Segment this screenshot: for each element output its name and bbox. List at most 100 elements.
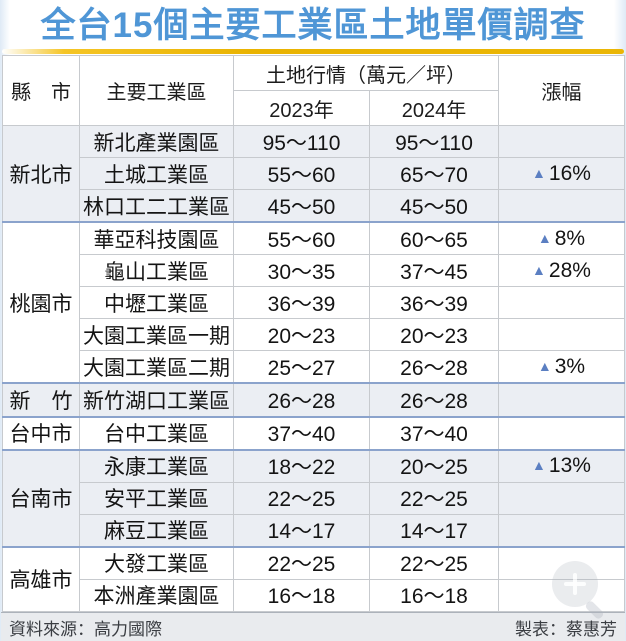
price-2023-cell: 45～50 (233, 189, 370, 223)
credit-label: 製表：蔡惠芳 (515, 619, 617, 639)
header-2024: 2024年 (369, 90, 499, 126)
table-row: 新 竹新竹湖口工業區 26～28 26～28 (2, 382, 625, 418)
table-row: 大園工業區二期 25～27 26～28 ▲ 3% (3, 350, 625, 384)
table-row: 大園工業區一期 20～23 20～23 (3, 318, 625, 352)
change-cell (498, 382, 625, 418)
zone-cell: 台中工業區 (79, 415, 234, 451)
price-2024-cell: 20～25 (369, 448, 499, 483)
change-value: 8% (554, 226, 586, 250)
table-row: 本洲產業園區 16～18 16～18 (3, 578, 625, 613)
magnifier-circle (552, 561, 598, 607)
page-title: 全台15個主要工業區土地單價調查 (40, 6, 586, 45)
zone-cell: 大園工業區一期 (79, 318, 234, 352)
land-price-table: 縣 市 主要工業區 土地行情（萬元／坪） 漲幅 2023年 2024年 新北市新… (2, 55, 625, 613)
price-2023-cell: 95～110 (233, 124, 370, 159)
change-cell: ▲ 3% (498, 350, 625, 384)
price-2023-cell: 20～23 (233, 318, 370, 352)
magnifier-handle (584, 599, 605, 621)
data-source-label: 資料來源：高力國際 (9, 619, 162, 639)
table-row: 土城工業區 55～60 65～70 ▲ 16% (3, 157, 625, 191)
change-cell: ▲ 16% (498, 157, 625, 191)
zone-cell: 中壢工業區 (79, 286, 234, 320)
table-body: 新北市 新北產業園區 95～110 95～110 土城工業區 55～60 65～70 ▲ 16%… (2, 124, 625, 613)
city-cell: 新 竹 (2, 382, 80, 418)
price-2023-cell: 37～40 (233, 415, 370, 451)
zone-cell: 龜山工業區 (79, 254, 234, 288)
price-2024-cell: 37～40 (369, 415, 499, 451)
price-2024-cell: 37～45 (369, 254, 499, 288)
table-row: 台中市 台中工業區 37～40 37～40 (2, 415, 625, 451)
price-2023-cell: 36～39 (233, 286, 370, 320)
header-change: 漲幅 (498, 55, 625, 126)
footer-bar: 資料來源：高力國際 製表：蔡惠芳 (1, 612, 625, 641)
change-cell (498, 415, 625, 451)
price-2024-cell: 14～17 (369, 513, 499, 548)
change-cell: ▲ 28% (498, 254, 625, 288)
city-cell: 高雄市 (2, 545, 80, 612)
table-row: 台南市 永康工業區 18～22 20～25 ▲ 13% (2, 448, 625, 548)
header-city: 縣 市 (2, 55, 80, 126)
price-2024-cell: 36～39 (369, 286, 499, 320)
change-cell (498, 286, 625, 320)
zone-cell: 新北產業園區 (79, 124, 234, 159)
table-row: 高雄市 大發工業區 22～25 22～25 (2, 545, 625, 612)
change-value: 28% (548, 258, 591, 282)
header-2023: 2023年 (233, 90, 370, 126)
zone-cell: 大發工業區 (79, 545, 234, 580)
price-2024-cell: 60～65 (369, 221, 499, 256)
zoom-in-icon[interactable] (548, 561, 610, 625)
price-2024-cell: 26～28 (369, 382, 499, 418)
price-2023-cell: 14～17 (233, 513, 370, 548)
zone-cell: 林口工二工業區 (79, 189, 234, 223)
city-cell: 桃園市 (2, 221, 80, 384)
gold-divider (2, 49, 624, 54)
price-2024-cell: 95～110 (369, 124, 499, 159)
change-cell (498, 189, 625, 223)
zone-cell: 大園工業區二期 (79, 350, 234, 384)
change-cell (498, 124, 625, 159)
zone-cell: 本洲產業園區 (79, 578, 234, 613)
zone-cell: 安平工業區 (79, 481, 234, 515)
up-arrow-icon: ▲ (532, 261, 546, 278)
change-cell: ▲ 8% (498, 221, 625, 256)
up-arrow-icon: ▲ (532, 164, 546, 181)
change-cell (498, 578, 625, 613)
table-row: 林口工二工業區 45～50 45～50 (3, 189, 625, 223)
up-arrow-icon: ▲ (532, 457, 546, 474)
table-row: 新北市 新北產業園區 95～110 95～110 (2, 124, 625, 223)
change-cell: ▲ 13% (498, 448, 625, 483)
price-2023-cell: 18～22 (233, 448, 370, 483)
zone-cell: 麻豆工業區 (79, 513, 234, 548)
table-header: 縣 市 主要工業區 土地行情（萬元／坪） 漲幅 2023年 2024年 (2, 55, 625, 126)
change-value: 3% (554, 354, 586, 378)
price-2024-cell: 22～25 (369, 545, 499, 580)
change-cell (498, 481, 625, 515)
up-arrow-icon: ▲ (537, 357, 552, 374)
price-2024-cell: 45～50 (369, 189, 499, 223)
price-2023-cell: 22～25 (233, 545, 370, 580)
price-2024-cell: 26～28 (369, 350, 499, 384)
table-row: 中壢工業區 36～39 36～39 (3, 286, 625, 320)
price-2023-cell: 30～35 (233, 254, 370, 288)
zone-cell: 新竹湖口工業區 (79, 382, 234, 418)
price-2023-cell: 55～60 (233, 157, 370, 191)
table-row: 桃園市 華亞科技園區 55～60 60～65 ▲ 8% (2, 221, 625, 384)
up-arrow-icon: ▲ (537, 229, 552, 246)
change-cell (498, 513, 625, 548)
city-cell: 新北市 (2, 125, 80, 223)
price-2023-cell: 22～25 (233, 481, 370, 515)
price-2024-cell: 22～25 (369, 481, 499, 515)
plus-glyph-vertical (573, 573, 577, 595)
table-row: 安平工業區 22～25 22～25 (3, 481, 625, 515)
zone-cell: 永康工業區 (79, 448, 234, 483)
zone-cell: 華亞科技園區 (79, 221, 234, 256)
table-row: 麻豆工業區 14～17 14～17 (3, 513, 625, 548)
price-2023-cell: 16～18 (233, 578, 370, 613)
price-2024-cell: 16～18 (369, 578, 499, 613)
price-2023-cell: 26～28 (233, 382, 370, 418)
price-2023-cell: 25～27 (233, 350, 370, 384)
zone-cell: 土城工業區 (79, 157, 234, 191)
header-zone: 主要工業區 (79, 55, 234, 126)
price-2024-cell: 20～23 (369, 318, 499, 352)
price-2024-cell: 65～70 (369, 157, 499, 191)
